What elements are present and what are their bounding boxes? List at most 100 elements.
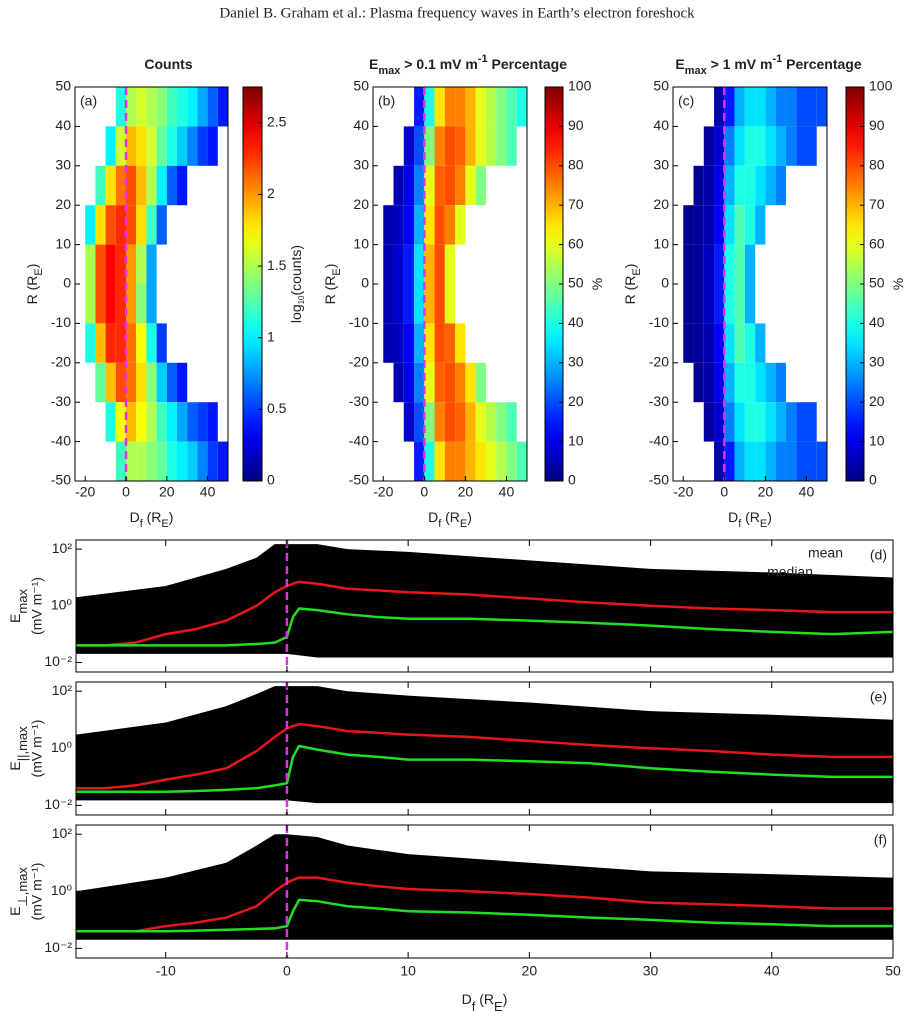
- heat-cell: [393, 165, 404, 206]
- heat-cell: [444, 362, 456, 403]
- heat-cell: [683, 284, 694, 324]
- heat-cell: [785, 402, 797, 442]
- series-line: [76, 876, 893, 933]
- heat-cell: [156, 87, 167, 127]
- heat-cell: [765, 402, 776, 442]
- heat-cell: [724, 362, 735, 403]
- x-tick-label: 0: [283, 963, 291, 979]
- heat-cell: [496, 126, 507, 166]
- heat-cell: [703, 323, 715, 363]
- x-tick-label: -20: [75, 484, 95, 500]
- colorbar-tick-label: 80: [869, 157, 885, 173]
- heat-cell: [105, 205, 116, 245]
- heat-cell: [136, 362, 147, 403]
- chart-title-part: > 1 mV m: [707, 56, 773, 72]
- heat-cell: [156, 402, 167, 442]
- y-axis-label: Emax: [7, 589, 30, 623]
- heat-cell: [714, 441, 725, 481]
- heat-cell: [424, 284, 435, 324]
- heat-cell: [455, 323, 466, 363]
- colorbar-label-part: (counts): [288, 245, 304, 296]
- x-axis-label-part: ): [467, 509, 472, 525]
- heat-cell: [136, 87, 147, 127]
- heat-cell: [765, 441, 776, 481]
- y-axis-label-part: max: [15, 589, 30, 614]
- y-tick-label: 10²: [52, 682, 73, 698]
- heat-cell: [755, 205, 766, 245]
- heat-cell: [724, 205, 735, 245]
- heat-cell: [207, 126, 218, 166]
- heat-cell: [714, 126, 725, 166]
- heat-cell: [703, 362, 715, 403]
- heat-cell: [126, 244, 137, 284]
- heat-cell: [414, 205, 425, 245]
- heat-cell: [414, 402, 425, 442]
- scatter-cloud: [76, 834, 893, 940]
- heat-cell: [166, 87, 177, 127]
- heat-cell: [765, 126, 776, 166]
- heat-cell: [734, 87, 745, 127]
- chart-title-part: Counts: [144, 56, 192, 72]
- colorbar-tick-label: 2: [267, 185, 275, 201]
- heat-cell: [755, 441, 766, 481]
- y-axis-label-part: R (R: [24, 276, 40, 305]
- colorbar-tick-label: 100: [869, 78, 893, 94]
- heat-cell: [724, 126, 735, 166]
- y-tick-label: 50: [653, 78, 669, 94]
- heat-cell: [393, 362, 404, 403]
- colorbar-tick-label: 40: [869, 314, 885, 330]
- x-axis-label-part: f: [438, 518, 442, 530]
- y-tick-label: 10⁻²: [44, 939, 72, 955]
- y-tick-label: 30: [353, 157, 369, 173]
- panel-label: (d): [870, 547, 887, 563]
- heat-cell: [485, 441, 497, 481]
- heat-cell: [383, 323, 394, 363]
- heat-cell: [115, 323, 126, 363]
- heat-cell: [403, 362, 415, 403]
- heat-cell: [197, 402, 208, 442]
- chart-title-part: E: [369, 56, 378, 72]
- heat-cell: [796, 126, 807, 166]
- y-tick-label: -20: [349, 354, 369, 370]
- heat-cell: [197, 87, 208, 127]
- heat-cell: [136, 441, 147, 481]
- heat-cell: [444, 402, 456, 442]
- heat-cell: [816, 87, 827, 127]
- heat-cell: [714, 323, 725, 363]
- y-axis-label: R (RE): [322, 264, 343, 305]
- scatter-cloud: [76, 686, 893, 804]
- heat-cell: [485, 402, 497, 442]
- heat-cell: [136, 284, 147, 324]
- y-tick-label: 10: [55, 235, 71, 251]
- x-axis-label-part: D: [462, 991, 472, 1007]
- colorbar-tick-label: 30: [869, 354, 885, 370]
- heat-cell: [465, 402, 476, 442]
- heat-cell: [105, 284, 116, 324]
- heat-cell: [126, 205, 137, 245]
- heat-cell: [485, 87, 497, 127]
- heat-cell: [424, 323, 435, 363]
- heat-cell: [424, 244, 435, 284]
- heat-cell: [105, 165, 116, 206]
- heat-cell: [166, 126, 177, 166]
- heat-cell: [403, 323, 415, 363]
- heat-cell: [136, 244, 147, 284]
- y-tick-label: -30: [349, 393, 369, 409]
- page-header: Daniel B. Graham et al.: Plasma frequenc…: [219, 5, 695, 21]
- heat-cell: [506, 126, 517, 166]
- colorbar-tick-label: 1: [267, 328, 275, 344]
- heat-cell: [393, 205, 404, 245]
- heat-cell: [95, 284, 106, 324]
- colorbar-tick-label: 10: [869, 432, 885, 448]
- y-tick-label: 40: [353, 117, 369, 133]
- heat-cell: [115, 362, 126, 403]
- heat-cell: [693, 165, 704, 206]
- heat-cell: [156, 126, 167, 166]
- y-axis-label-part: ): [622, 264, 638, 269]
- heat-cell: [105, 244, 116, 284]
- heat-cell: [136, 402, 147, 442]
- heat-cell: [755, 126, 766, 166]
- colorbar-tick-label: 70: [568, 196, 584, 212]
- heat-cell: [207, 441, 218, 481]
- heat-cell: [434, 205, 445, 245]
